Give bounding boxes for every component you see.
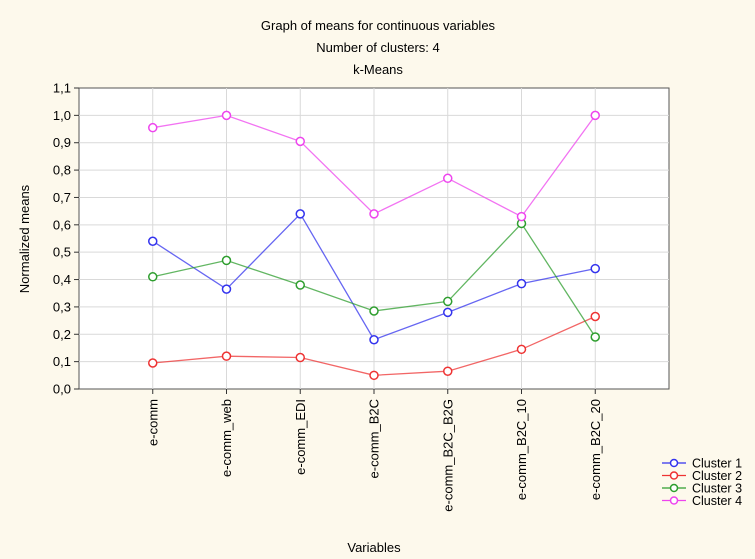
data-point <box>369 209 379 219</box>
legend-marker <box>669 471 679 480</box>
y-tick-label: 0,1 <box>53 354 71 369</box>
series-cluster-4 <box>148 110 600 222</box>
data-point <box>443 366 453 376</box>
data-point <box>221 255 232 266</box>
x-tick-label: e-comm_EDI <box>293 399 308 475</box>
legend-item: Cluster 2 <box>662 469 742 483</box>
data-point <box>443 173 453 184</box>
x-tick-label: e-comm_B2C <box>367 399 382 478</box>
series-cluster-3 <box>148 218 600 342</box>
x-axis-label: Variables <box>347 540 401 555</box>
y-tick-label: 0,2 <box>53 327 71 342</box>
legend-label: Cluster 2 <box>692 469 742 483</box>
grid <box>79 88 669 389</box>
legend-marker <box>669 496 679 505</box>
data-point <box>295 280 305 290</box>
chart-subtitle-1: Number of clusters: 4 <box>316 40 440 55</box>
legend-marker <box>669 458 679 468</box>
data-point <box>295 136 305 147</box>
legend-item: Cluster 4 <box>662 494 742 508</box>
y-tick-label: 0,7 <box>53 190 71 205</box>
y-tick-label: 0,4 <box>53 272 71 287</box>
y-tick-label: 1,1 <box>53 81 71 96</box>
data-point <box>443 296 453 307</box>
data-point <box>148 358 158 368</box>
data-point <box>369 370 379 381</box>
x-axis-ticks: e-comm e-comm_web e-comm_EDI e-comm_B2C e-co… <box>145 389 603 512</box>
y-tick-label: 0,3 <box>53 299 71 314</box>
y-tick-label: 0,5 <box>53 245 71 260</box>
legend-marker <box>669 483 679 493</box>
legend-item: Cluster 3 <box>662 482 742 496</box>
data-point <box>516 344 527 355</box>
data-point <box>148 272 158 282</box>
data-point <box>148 122 158 133</box>
x-tick-label: e-comm_web <box>219 399 234 477</box>
data-point <box>295 352 305 363</box>
y-tick-label: 0,8 <box>53 163 71 178</box>
data-point <box>221 284 232 294</box>
data-point <box>590 311 600 322</box>
y-axis-ticks: 0,0 0,1 0,2 0,3 0,4 0,5 0,6 0,7 0,8 0,9 1,0 1,1 <box>53 81 79 397</box>
data-point <box>443 307 453 318</box>
legend-label: Cluster 3 <box>692 482 742 496</box>
data-point <box>516 211 527 222</box>
data-point <box>221 110 232 121</box>
x-tick-label: e-comm_B2C_10 <box>514 399 529 500</box>
series-cluster-2 <box>148 311 600 381</box>
y-axis-label: Normalized means <box>17 184 32 293</box>
legend-label: Cluster 1 <box>692 457 742 471</box>
y-tick-label: 0,6 <box>53 217 71 232</box>
x-tick-label: e-comm_B2C_20 <box>588 399 603 500</box>
legend-label: Cluster 4 <box>692 494 742 508</box>
legend-item: Cluster 1 <box>662 457 742 471</box>
y-tick-label: 0,9 <box>53 135 71 150</box>
y-tick-label: 0,0 <box>53 382 71 397</box>
data-point <box>590 263 600 274</box>
series-cluster-1 <box>148 209 600 345</box>
x-tick-label: e-comm_B2C_B2G <box>440 399 455 512</box>
data-point <box>590 332 600 342</box>
data-point <box>369 306 379 316</box>
data-point <box>221 351 232 361</box>
data-point <box>590 110 600 121</box>
chart-subtitle-2: k-Means <box>353 62 403 77</box>
data-point <box>516 278 527 289</box>
series <box>148 110 600 381</box>
data-point <box>295 209 305 219</box>
chart-title: Graph of means for continuous variables <box>261 18 496 33</box>
x-tick-label: e-comm <box>145 399 160 446</box>
y-tick-label: 1,0 <box>53 108 71 123</box>
data-point <box>148 236 158 246</box>
data-point <box>369 334 379 345</box>
